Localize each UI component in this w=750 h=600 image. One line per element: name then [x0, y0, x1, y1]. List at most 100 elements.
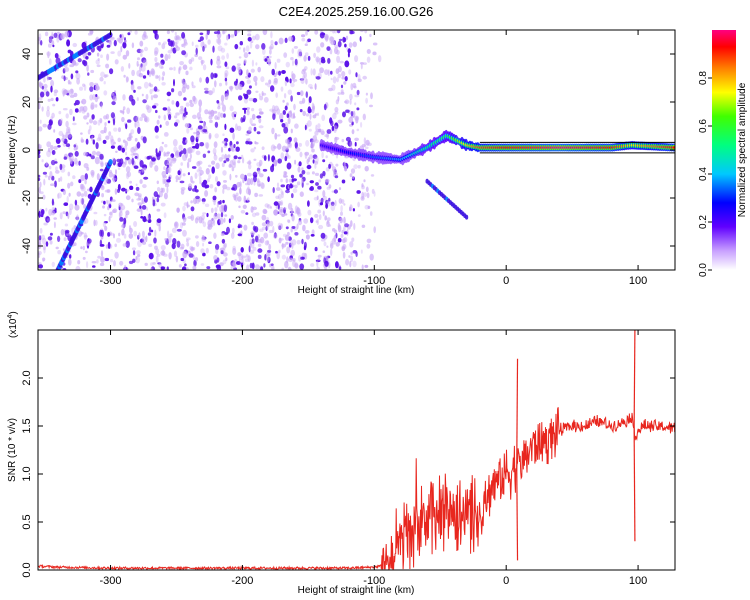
noise-dot — [313, 196, 319, 201]
noise-dot — [207, 150, 211, 154]
noise-dot — [272, 187, 275, 194]
noise-dot — [243, 52, 249, 59]
snr-xlabel: Height of straight line (km) — [298, 585, 415, 596]
noise-dot — [339, 60, 344, 64]
noise-dot — [281, 267, 284, 270]
noise-dot — [100, 54, 103, 58]
noise-dot — [246, 198, 249, 202]
noise-dot — [289, 78, 292, 84]
noise-dot — [166, 91, 172, 97]
noise-dot — [215, 243, 220, 251]
noise-dot — [166, 266, 169, 270]
noise-dot — [362, 75, 368, 80]
noise-dot — [242, 177, 245, 184]
noise-dot — [222, 104, 226, 112]
noise-dot — [156, 197, 160, 203]
noise-dot — [252, 98, 258, 103]
noise-dot — [43, 83, 48, 89]
noise-dot — [174, 31, 177, 36]
noise-dot — [281, 213, 285, 217]
noise-dot — [304, 230, 310, 234]
noise-dot — [69, 154, 75, 162]
noise-dot — [266, 240, 270, 245]
noise-dot — [290, 228, 293, 233]
noise-dot — [108, 172, 114, 178]
noise-dot — [242, 115, 246, 121]
noise-dot — [166, 179, 171, 183]
noise-dot — [141, 168, 144, 173]
noise-dot — [96, 151, 101, 157]
noise-dot — [238, 56, 242, 59]
noise-dot — [267, 249, 272, 253]
noise-dot — [156, 153, 161, 161]
noise-dot — [223, 217, 226, 223]
noise-dot — [290, 82, 295, 88]
noise-dot — [191, 81, 194, 86]
noise-dot — [252, 225, 256, 232]
noise-dot — [343, 231, 348, 235]
noise-dot — [306, 171, 311, 175]
noise-dot — [246, 69, 249, 76]
noise-dot — [141, 57, 147, 63]
noise-dot — [308, 154, 314, 160]
noise-dot — [117, 137, 121, 143]
noise-dot — [349, 93, 353, 101]
noise-dot — [330, 201, 335, 206]
noise-dot — [102, 205, 105, 209]
noise-dot — [264, 240, 269, 246]
noise-dot — [194, 53, 198, 58]
noise-dot — [57, 235, 61, 242]
noise-dot — [99, 153, 104, 160]
noise-dot — [223, 242, 227, 248]
noise-dot — [288, 184, 294, 189]
noise-dot — [125, 240, 130, 248]
noise-dot — [143, 167, 147, 171]
noise-dot — [205, 247, 209, 254]
noise-dot — [68, 258, 72, 266]
noise-dot — [142, 75, 147, 79]
noise-dot — [86, 166, 90, 171]
noise-dot — [137, 86, 142, 90]
noise-dot — [367, 142, 372, 147]
noise-dot — [167, 49, 173, 54]
noise-dot — [122, 106, 126, 111]
noise-dot — [214, 73, 218, 78]
noise-dot — [80, 132, 83, 135]
noise-dot — [270, 39, 274, 46]
noise-dot — [310, 263, 315, 267]
noise-dot — [155, 255, 159, 263]
noise-dot — [204, 190, 209, 197]
noise-dot — [224, 232, 229, 235]
noise-dot — [99, 101, 103, 107]
noise-dot — [291, 178, 294, 183]
noise-dot — [99, 118, 103, 124]
noise-dot — [112, 95, 118, 102]
noise-dot — [203, 87, 209, 91]
noise-dot — [222, 133, 225, 136]
noise-dot — [292, 188, 298, 194]
noise-dot — [62, 134, 66, 139]
noise-dot — [194, 217, 199, 224]
noise-dot — [273, 146, 277, 149]
noise-dot — [167, 106, 171, 113]
noise-dot — [253, 181, 256, 186]
noise-dot — [55, 138, 61, 144]
noise-dot — [250, 148, 255, 153]
noise-dot — [154, 74, 159, 80]
noise-dot — [270, 85, 275, 92]
noise-dot — [304, 66, 308, 71]
noise-dot — [319, 173, 323, 179]
noise-dot — [86, 261, 89, 269]
noise-dot — [72, 60, 77, 66]
noise-dot — [255, 90, 259, 94]
colorbar-gradient — [712, 30, 736, 270]
noise-dot — [142, 136, 147, 144]
noise-dot — [94, 156, 100, 165]
noise-dot — [107, 206, 110, 211]
noise-dot — [294, 58, 298, 66]
noise-dot — [217, 213, 221, 220]
noise-dot — [301, 37, 306, 42]
noise-dot — [311, 107, 315, 114]
noise-dot — [237, 252, 242, 257]
noise-dot — [348, 69, 352, 75]
